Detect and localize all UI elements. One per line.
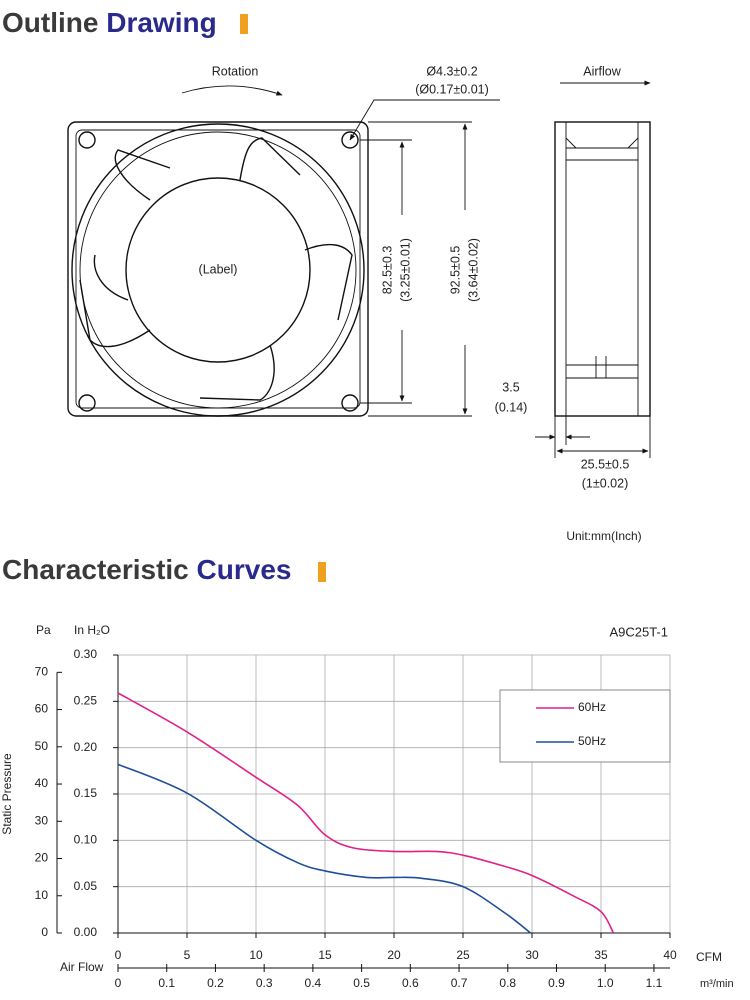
dimension-label: (3.25±0.01)	[398, 238, 412, 302]
outline-drawing: Rotation (Label) Ø4.3±0.2 (Ø0.17±0.01) 8…	[67, 64, 651, 543]
x2-tick-label: 1.0	[597, 976, 614, 990]
y-tick-label: 0.15	[74, 786, 98, 800]
y2-tick-label: 20	[35, 851, 49, 865]
dimension-label: (1±0.02)	[582, 476, 628, 490]
axis-unit: Pa	[36, 623, 51, 637]
dimension-label: (0.14)	[495, 400, 528, 414]
x2-tick-label: 0.9	[548, 976, 565, 990]
y-axis-title: Static Pressure	[0, 753, 14, 835]
x-tick-label: 15	[318, 948, 332, 962]
series-line	[117, 763, 532, 934]
y-tick-label: 0.10	[74, 833, 98, 847]
title-marker	[240, 14, 248, 34]
dimension-label: 3.5	[502, 380, 519, 394]
legend-label: 50Hz	[578, 734, 606, 748]
dimension-label: Ø4.3±0.2	[426, 64, 477, 78]
y2-tick-label: 10	[35, 888, 49, 902]
x-tick-label: 25	[456, 948, 470, 962]
fan-hub	[125, 177, 311, 363]
extension-lines	[360, 121, 472, 417]
x2-axis-unit: m³/min	[700, 978, 734, 990]
legend-box	[499, 689, 671, 763]
fan-ring	[71, 123, 365, 417]
mount-holes	[78, 131, 359, 412]
x2-tick-label: 0.6	[402, 976, 419, 990]
y-tick-label: 0.05	[74, 879, 98, 893]
title-part: Outline	[2, 7, 98, 38]
title-part: Curves	[197, 554, 292, 585]
side-view-detail	[565, 122, 639, 416]
chart-model: A9C25T-1	[609, 624, 668, 639]
title-part: Drawing	[106, 7, 216, 38]
leader-line	[349, 99, 500, 141]
fan-ring	[79, 131, 357, 409]
x2-tick-label: 0.1	[158, 976, 175, 990]
series-line	[117, 692, 615, 934]
x2-tick-label: 0.8	[499, 976, 516, 990]
x2-tick-label: 1.1	[646, 976, 663, 990]
y2-tick-label: 70	[35, 664, 49, 678]
x-tick-label: 20	[387, 948, 401, 962]
y-tick-label: 0.00	[74, 925, 98, 939]
hub-label: (Label)	[199, 262, 238, 276]
x2-tick-label: 0.7	[451, 976, 468, 990]
rotation-label: Rotation	[212, 64, 259, 78]
y-tick-label: 0.25	[74, 694, 98, 708]
airflow-label: Airflow	[583, 64, 621, 78]
section-title: Outline Drawing	[2, 7, 217, 38]
section-title: Characteristic Curves	[2, 554, 291, 585]
dimension-label: 92.5±0.5	[448, 246, 462, 295]
x2-tick-label: 0.5	[353, 976, 370, 990]
y2-tick-label: 0	[41, 925, 48, 939]
y2-tick-label: 60	[35, 702, 49, 716]
fan-blades	[79, 137, 353, 401]
y2-tick-label: 30	[35, 813, 49, 827]
x-tick-label: 35	[594, 948, 608, 962]
y-tick-label: 0.20	[74, 740, 98, 754]
title-marker	[318, 562, 326, 582]
dimension-label: 25.5±0.5	[581, 457, 630, 471]
x-tick-label: 0	[115, 948, 122, 962]
rotation-arrow	[181, 85, 283, 96]
x-tick-label: 30	[525, 948, 539, 962]
x2-tick-label: 0.2	[207, 976, 224, 990]
y2-tick-label: 50	[35, 739, 49, 753]
x2-tick-label: 0.3	[256, 976, 273, 990]
x-tick-label: 5	[184, 948, 191, 962]
side-view	[554, 121, 651, 417]
x2-tick-label: 0	[115, 976, 122, 990]
title-part: Characteristic	[2, 554, 189, 585]
dimension-label: (3.64±0.02)	[466, 238, 480, 302]
chart: Pa In H₂O A9C25T-1 Static Pressure 0.00 0.05 0…	[0, 623, 733, 990]
dimension-label: (Ø0.17±0.01)	[415, 82, 489, 96]
y2-tick-label: 40	[35, 776, 49, 790]
x-tick-label: 10	[249, 948, 263, 962]
x2-axis-title: Air Flow	[60, 960, 104, 974]
x-axis-unit: CFM	[696, 950, 722, 964]
y-tick-label: 0.30	[74, 647, 98, 661]
unit-note: Unit:mm(Inch)	[566, 529, 641, 543]
legend-label: 60Hz	[578, 700, 606, 714]
dimension-label: 82.5±0.3	[380, 246, 394, 295]
x-tick-label: 40	[663, 948, 677, 962]
axis-unit: In H₂O	[74, 623, 110, 637]
x2-tick-label: 0.4	[305, 976, 322, 990]
